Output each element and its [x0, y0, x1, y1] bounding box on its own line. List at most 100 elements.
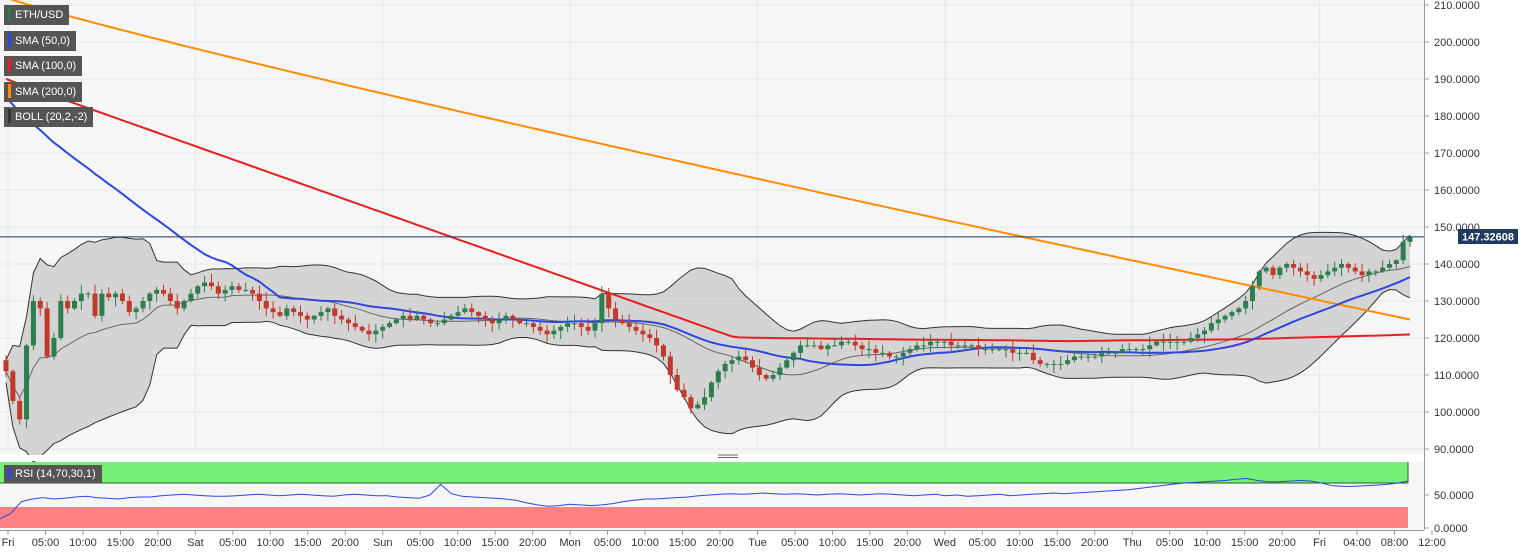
x-tick-label: 05:00: [1156, 537, 1184, 549]
candle-body: [1208, 323, 1214, 331]
candle-body: [311, 315, 317, 320]
x-tick-label: 20:00: [706, 537, 734, 549]
legend-symbol[interactable]: ETH/USD: [4, 5, 70, 25]
candle-body: [763, 375, 769, 379]
x-tick-label: Sun: [373, 537, 393, 549]
candle-body: [1352, 267, 1358, 272]
x-tick-label: 15:00: [856, 537, 884, 549]
candle-body: [469, 308, 475, 313]
candle-body: [291, 308, 297, 313]
candle-body: [989, 349, 995, 351]
pane-divider[interactable]: [0, 455, 1424, 461]
price-axis[interactable]: 210.0000 200.0000 190.0000 180.0000 170.0000…: [1424, 0, 1480, 456]
candle-body: [243, 289, 249, 291]
candle-body: [85, 293, 91, 295]
candle-body: [537, 326, 543, 331]
y-tick-label: 90.0000: [1434, 444, 1474, 456]
candle-body: [1332, 267, 1338, 272]
rsi-axis: 50.0000 0.0000: [1424, 490, 1474, 535]
candle-body: [928, 341, 934, 346]
candle-body: [1407, 236, 1413, 242]
candle-body: [914, 345, 920, 350]
x-tick-label: Thu: [1123, 537, 1142, 549]
candle-body: [544, 330, 550, 335]
current-price-text: 147.32608: [1462, 232, 1514, 244]
candle-body: [599, 293, 605, 324]
candle-body: [222, 289, 228, 294]
x-tick-label: 15:00: [107, 537, 135, 549]
candle-body: [592, 323, 598, 331]
legend-sma-100[interactable]: SMA (100,0): [4, 56, 83, 76]
candle-body: [941, 341, 947, 343]
sma-200-line: [9, 0, 1411, 321]
candle-body: [24, 345, 30, 420]
candle-body: [996, 349, 1002, 351]
candle-body: [393, 319, 399, 324]
candle-body: [202, 282, 208, 287]
candle-body: [626, 323, 632, 327]
candle-body: [613, 308, 619, 320]
y-tick-label: 110.0000: [1434, 370, 1479, 382]
candle-body: [215, 286, 221, 294]
pane-resize-handle[interactable]: [718, 454, 738, 458]
candle-body: [428, 319, 434, 324]
candle-body: [640, 330, 646, 335]
legend-boll[interactable]: BOLL (20,2,-2): [4, 107, 94, 127]
candle-body: [1311, 275, 1317, 279]
x-tick-label: Wed: [934, 537, 956, 549]
candle-body: [1304, 271, 1310, 276]
rsi-overbought-zone: [0, 462, 1408, 483]
candle-body: [1160, 341, 1166, 343]
candle-body: [1195, 334, 1201, 338]
candle-body: [1181, 341, 1187, 343]
candle-body: [688, 397, 694, 409]
candle-body: [208, 282, 214, 287]
candle-body: [619, 319, 625, 324]
legend-rsi[interactable]: RSI (14,70,30,1): [4, 465, 102, 483]
candle-body: [660, 345, 666, 357]
candle-body: [181, 301, 187, 309]
candle-body: [1380, 267, 1386, 272]
y-tick-label: 170.0000: [1434, 148, 1480, 160]
candle-body: [1263, 267, 1269, 272]
x-tick-label: 15:00: [1231, 537, 1259, 549]
candle-body: [880, 352, 886, 354]
y-tick-label: 210.0000: [1434, 0, 1480, 12]
candle-body: [1065, 360, 1071, 364]
legend-sma-50[interactable]: SMA (50,0): [4, 31, 77, 51]
candle-body: [969, 345, 975, 347]
candle-body: [318, 312, 324, 316]
candle-body: [263, 301, 269, 309]
candle-body: [37, 301, 43, 309]
candle-body: [1106, 352, 1112, 354]
candle-body: [1078, 356, 1084, 358]
candle-body: [1051, 363, 1057, 365]
candle-body: [339, 315, 345, 320]
candle-body: [400, 315, 406, 320]
x-tick-label: 20:00: [331, 537, 359, 549]
candle-body: [1003, 349, 1009, 351]
candle-body: [756, 367, 762, 375]
legend-sma-200[interactable]: SMA (200,0): [4, 82, 83, 102]
candle-body: [777, 367, 783, 375]
candle-body: [256, 293, 262, 301]
candle-body: [113, 293, 119, 298]
candle-body: [1058, 363, 1064, 365]
candle-body: [1256, 271, 1262, 287]
rsi-y-tick-label: 50.0000: [1434, 490, 1474, 502]
candle-body: [503, 315, 509, 320]
candle-body: [71, 301, 77, 309]
x-tick-label: 20:00: [1268, 537, 1296, 549]
candle-body: [236, 286, 242, 290]
time-axis[interactable]: Fri 05:00 10:00 15:00 20:00 Sat 05:00 10:00 15:0…: [2, 530, 1446, 549]
candle-body: [1325, 271, 1331, 276]
candle-body: [147, 293, 153, 301]
candle-body: [825, 345, 831, 350]
candle-body: [133, 308, 139, 313]
candle-body: [517, 319, 523, 324]
candle-body: [1222, 315, 1228, 320]
candle-body: [1133, 349, 1139, 351]
x-tick-label: 20:00: [144, 537, 172, 549]
legend-boll-label: BOLL (20,2,-2): [15, 111, 88, 123]
bollinger-lower-line: [5, 288, 1411, 464]
